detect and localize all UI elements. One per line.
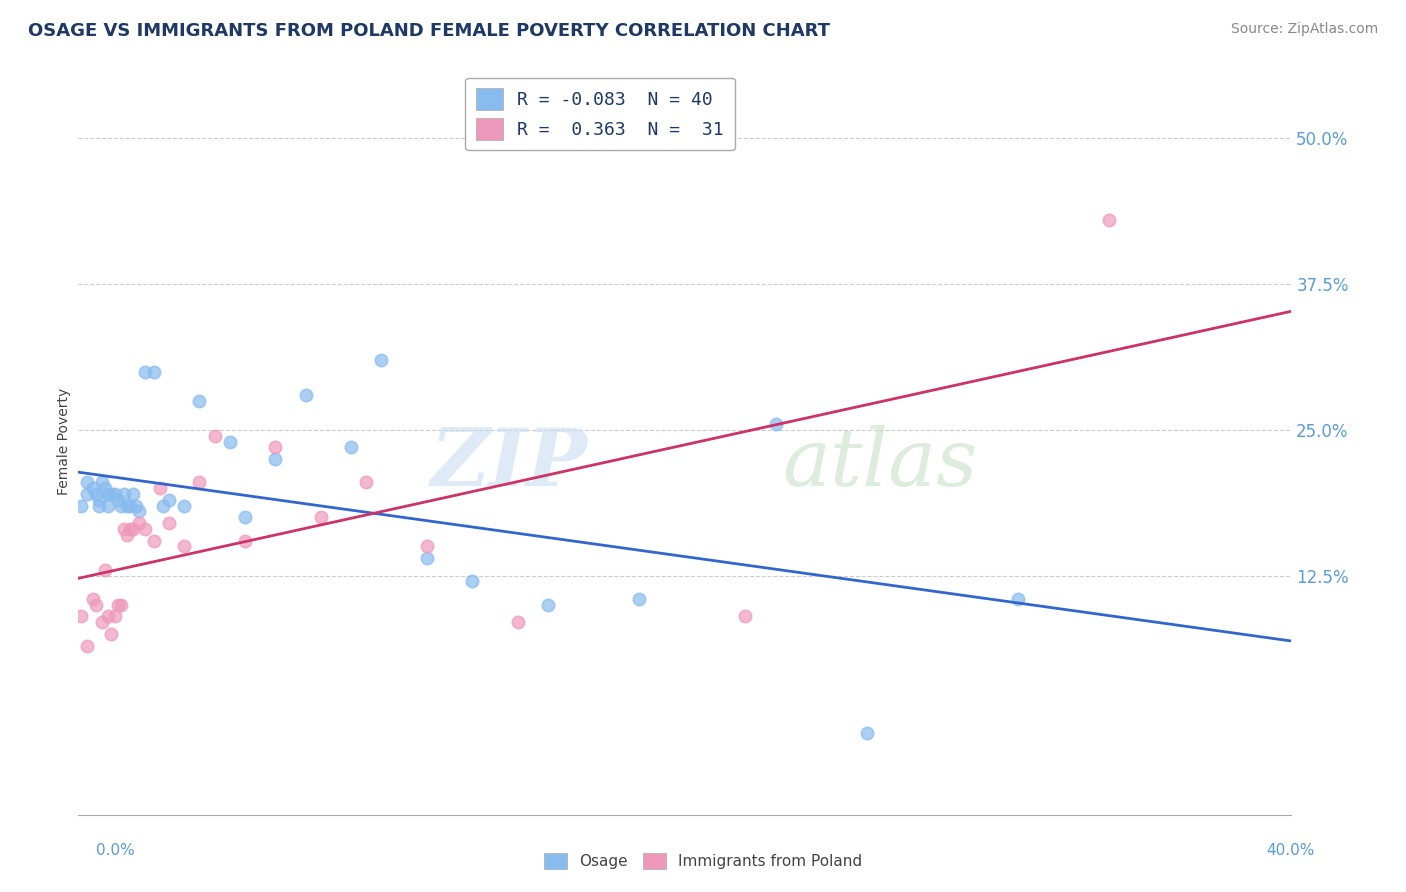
Point [416, 551, 439, 566]
Y-axis label: Female Poverty: Female Poverty [58, 388, 72, 495]
Point [1007, 591, 1029, 606]
Point [82, 591, 104, 606]
Point [94, 481, 117, 495]
Point [89, 499, 111, 513]
Point [340, 441, 363, 455]
Point [112, 487, 135, 501]
Point [233, 510, 256, 524]
Point [152, 499, 174, 513]
Point [118, 522, 141, 536]
Point [461, 574, 484, 589]
Point [628, 591, 651, 606]
Point [70, 499, 93, 513]
Point [112, 522, 135, 536]
Point [103, 487, 125, 501]
Point [125, 499, 148, 513]
Point [97, 499, 120, 513]
Text: Source: ZipAtlas.com: Source: ZipAtlas.com [1230, 22, 1378, 37]
Point [76, 487, 98, 501]
Point [855, 726, 877, 740]
Point [149, 481, 172, 495]
Point [115, 528, 138, 542]
Point [100, 627, 122, 641]
Legend: Osage, Immigrants from Poland: Osage, Immigrants from Poland [537, 847, 869, 875]
Point [134, 365, 156, 379]
Point [89, 492, 111, 507]
Point [107, 492, 129, 507]
Point [537, 598, 560, 612]
Point [173, 499, 195, 513]
Point [157, 516, 180, 530]
Point [110, 598, 132, 612]
Point [100, 487, 122, 501]
Point [142, 533, 165, 548]
Point [173, 540, 195, 554]
Point [91, 475, 114, 490]
Point [1098, 213, 1121, 227]
Point [76, 475, 98, 490]
Point [97, 487, 120, 501]
Point [233, 533, 256, 548]
Point [157, 492, 180, 507]
Text: atlas: atlas [782, 425, 977, 503]
Point [309, 510, 332, 524]
Point [118, 499, 141, 513]
Point [128, 504, 150, 518]
Text: OSAGE VS IMMIGRANTS FROM POLAND FEMALE POVERTY CORRELATION CHART: OSAGE VS IMMIGRANTS FROM POLAND FEMALE P… [28, 22, 830, 40]
Point [86, 487, 108, 501]
Point [76, 639, 98, 653]
Point [734, 609, 756, 624]
Point [107, 598, 129, 612]
Point [121, 522, 143, 536]
Point [204, 428, 226, 442]
Text: 0.0%: 0.0% [96, 843, 135, 857]
Point [70, 609, 93, 624]
Point [97, 609, 120, 624]
Point [188, 475, 211, 490]
Text: 40.0%: 40.0% [1267, 843, 1315, 857]
Point [128, 516, 150, 530]
Point [86, 598, 108, 612]
Legend: R = -0.083  N = 40, R =  0.363  N =  31: R = -0.083 N = 40, R = 0.363 N = 31 [465, 78, 735, 151]
Point [218, 434, 240, 449]
Point [115, 499, 138, 513]
Point [506, 615, 529, 630]
Point [91, 615, 114, 630]
Point [121, 487, 143, 501]
Point [294, 388, 316, 402]
Point [264, 452, 287, 467]
Point [103, 609, 125, 624]
Point [765, 417, 787, 431]
Point [264, 441, 287, 455]
Point [82, 481, 104, 495]
Point [134, 522, 156, 536]
Point [188, 393, 211, 408]
Text: ZIP: ZIP [430, 425, 588, 503]
Point [142, 365, 165, 379]
Point [416, 540, 439, 554]
Point [94, 563, 117, 577]
Point [110, 499, 132, 513]
Point [370, 353, 392, 368]
Point [354, 475, 377, 490]
